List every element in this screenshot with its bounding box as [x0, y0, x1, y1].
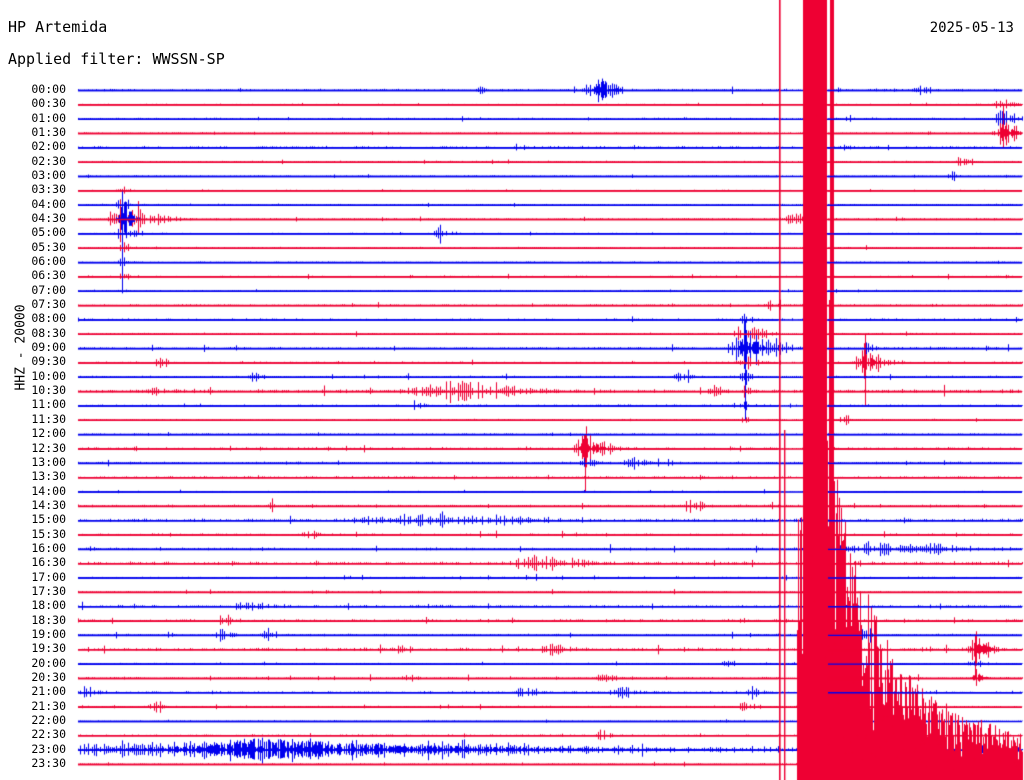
time-label: 04:00	[31, 196, 66, 211]
station-title: HP Artemida	[8, 18, 108, 36]
time-label: 07:30	[31, 297, 66, 312]
time-label: 00:00	[31, 82, 66, 96]
time-label: 21:30	[31, 698, 66, 713]
time-label: 02:30	[31, 153, 66, 168]
time-label: 10:30	[31, 383, 66, 398]
time-label: 23:30	[31, 755, 66, 770]
time-label: 12:00	[31, 426, 66, 441]
record-date: 2025-05-13	[929, 20, 1014, 36]
time-label: 09:00	[31, 340, 66, 355]
time-label: 11:30	[31, 411, 66, 426]
time-label: 05:30	[31, 239, 66, 254]
time-label: 09:30	[31, 354, 66, 369]
time-label: 19:30	[31, 641, 66, 656]
time-label: 12:30	[31, 440, 66, 455]
time-label: 06:30	[31, 268, 66, 283]
time-label: 08:30	[31, 325, 66, 340]
time-label: 01:00	[31, 110, 66, 125]
time-label: 07:00	[31, 282, 66, 297]
time-label: 10:00	[31, 368, 66, 383]
applied-filter-label: Applied filter: WWSSN-SP	[8, 50, 225, 68]
time-label: 06:00	[31, 254, 66, 269]
time-label: 20:30	[31, 669, 66, 684]
time-label: 05:00	[31, 225, 66, 240]
time-label: 15:00	[31, 512, 66, 527]
time-label: 22:30	[31, 727, 66, 742]
time-label: 18:30	[31, 612, 66, 627]
time-axis: 00:00 00:30 01:00 01:30 02:00 02:30 03:00 03:30…	[0, 0, 72, 780]
time-label: 20:00	[31, 655, 66, 670]
time-label: 11:00	[31, 397, 66, 412]
time-label: 18:00	[31, 598, 66, 613]
time-label: 17:00	[31, 569, 66, 584]
time-label: 02:00	[31, 139, 66, 154]
time-label: 17:30	[31, 583, 66, 598]
time-label: 21:00	[31, 684, 66, 699]
time-label: 22:00	[31, 712, 66, 727]
time-label: 15:30	[31, 526, 66, 541]
time-label: 00:30	[31, 96, 66, 111]
time-label: 13:00	[31, 454, 66, 469]
time-label: 03:30	[31, 182, 66, 197]
time-label: 16:30	[31, 555, 66, 570]
time-label: 14:00	[31, 483, 66, 498]
time-label: 19:00	[31, 626, 66, 641]
time-label: 14:30	[31, 497, 66, 512]
time-label: 23:00	[31, 741, 66, 756]
time-label: 01:30	[31, 125, 66, 140]
time-label: 03:00	[31, 168, 66, 183]
time-label: 13:30	[31, 469, 66, 484]
time-label: 16:00	[31, 540, 66, 555]
time-label: 04:30	[31, 211, 66, 226]
time-label: 08:00	[31, 311, 66, 326]
